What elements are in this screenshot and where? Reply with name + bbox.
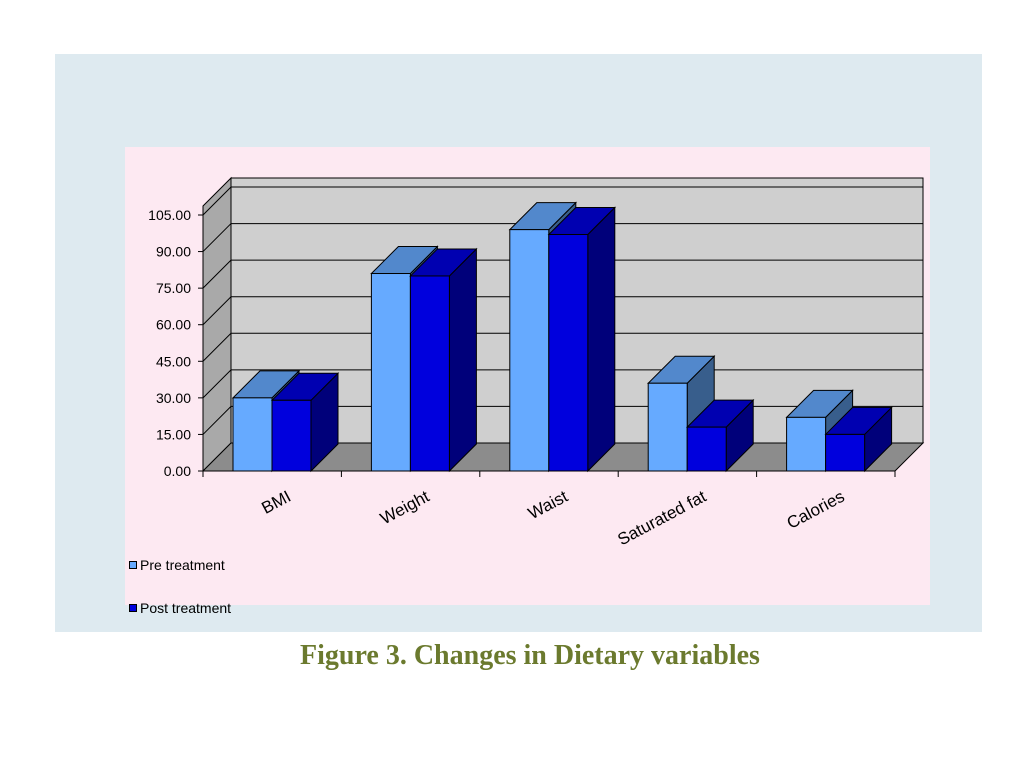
gridline xyxy=(202,259,923,289)
legend-item-post-treatment: Post treatment xyxy=(129,599,231,617)
y-tick-label: 45.00 xyxy=(156,353,191,369)
bar-bmi-post-treatment xyxy=(271,399,312,472)
bar-waist-pre-treatment xyxy=(509,229,550,472)
legend-label-pre-treatment: Pre treatment xyxy=(140,557,225,573)
x-category-label: BMI xyxy=(258,487,294,518)
y-tick-label: 0.00 xyxy=(164,463,191,479)
bar-calories-post-treatment xyxy=(825,433,866,472)
y-tick-label: 60.00 xyxy=(156,317,191,333)
x-category-label: Calories xyxy=(784,487,848,533)
gridline xyxy=(202,332,923,362)
y-tick-label: 15.00 xyxy=(156,426,191,442)
figure-caption: Figure 3. Changes in Dietary variables xyxy=(300,640,760,671)
y-tick-label: 30.00 xyxy=(156,390,191,406)
x-category-label: Weight xyxy=(377,487,433,529)
legend-swatch-post-treatment xyxy=(129,604,137,612)
bar-saturated-fat-pre-treatment xyxy=(647,382,688,472)
bar-calories-pre-treatment xyxy=(786,416,827,472)
bar-weight-pre-treatment xyxy=(370,273,411,472)
bar-side-waist-post-treatment xyxy=(587,206,616,473)
bar-side-weight-post-treatment xyxy=(448,247,477,473)
gridline xyxy=(202,296,923,326)
legend-swatch-pre-treatment xyxy=(129,561,137,569)
y-tick-label: 105.00 xyxy=(148,207,191,223)
x-category-label: Waist xyxy=(525,487,571,524)
bar-bmi-pre-treatment xyxy=(232,397,273,472)
y-tick-label: 75.00 xyxy=(156,280,191,296)
legend-label-post-treatment: Post treatment xyxy=(140,600,232,616)
chart-side-wall xyxy=(202,176,232,473)
gridline xyxy=(202,186,923,216)
bar-weight-post-treatment xyxy=(409,275,450,472)
x-category-label: Saturated fat xyxy=(614,487,709,550)
legend-item-pre-treatment: Pre treatment xyxy=(129,556,225,574)
bar-saturated-fat-post-treatment xyxy=(686,426,727,472)
gridline xyxy=(202,223,923,252)
bar-waist-post-treatment xyxy=(548,234,589,472)
y-tick-label: 90.00 xyxy=(156,244,191,260)
